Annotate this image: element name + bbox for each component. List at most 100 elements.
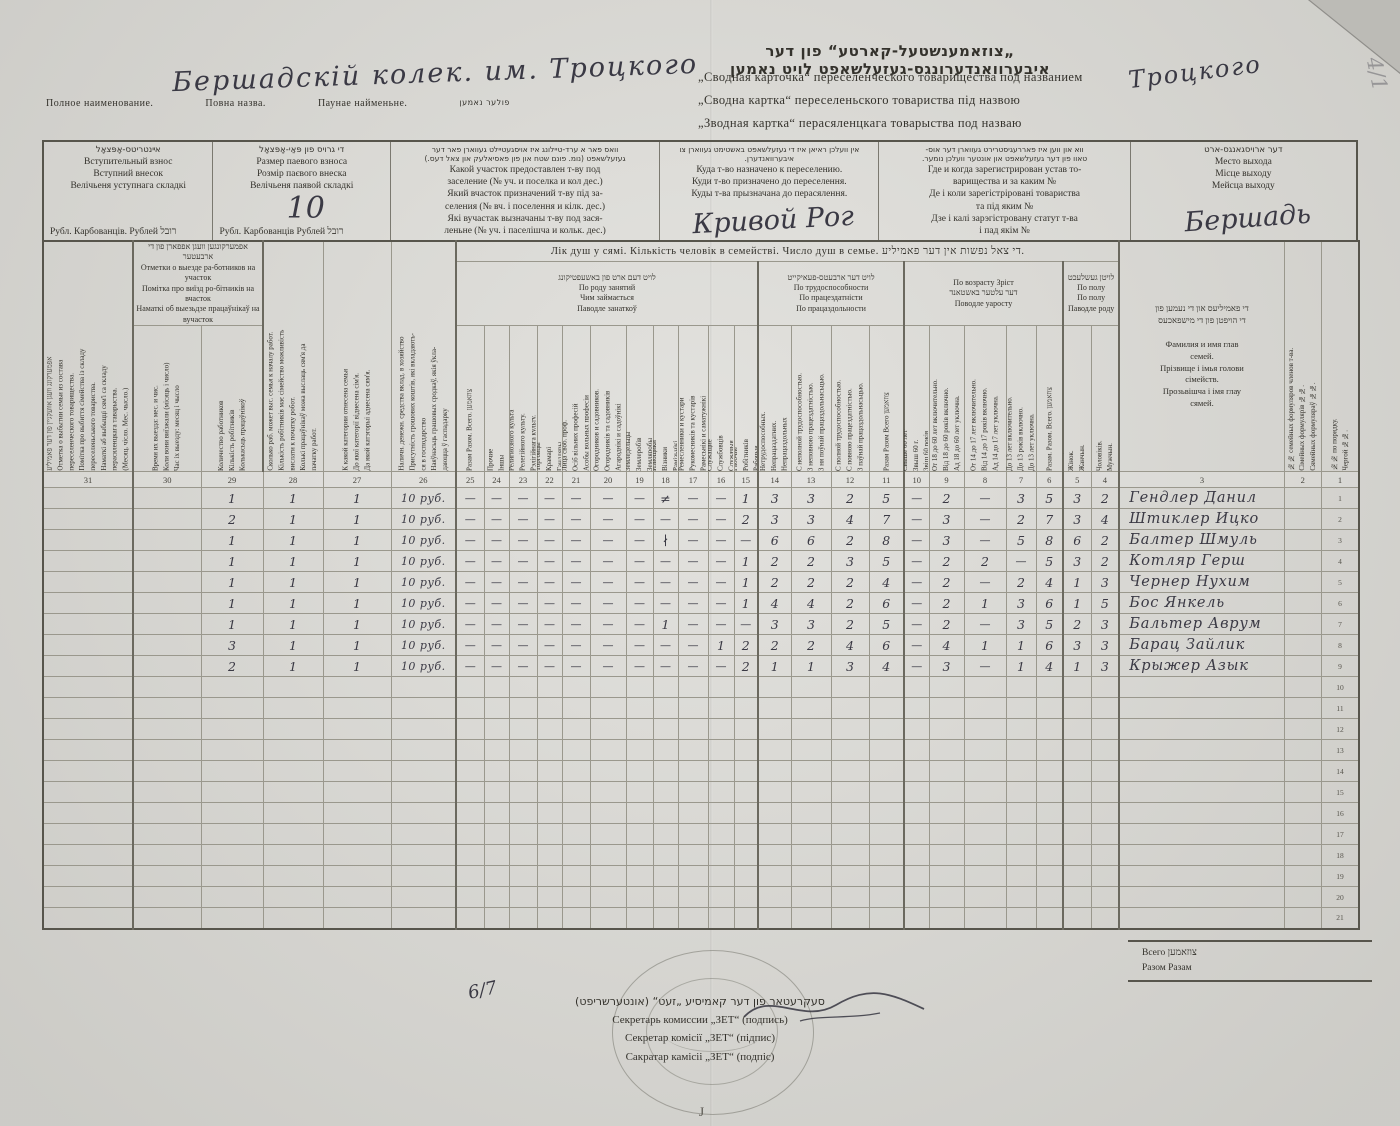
- cell-col-14: 3: [757, 508, 792, 531]
- row-number: 17: [1320, 823, 1360, 846]
- cell-col-21: —: [561, 550, 591, 573]
- cell-col-5: 3: [1062, 487, 1092, 510]
- cell-col-5: 1: [1062, 655, 1092, 678]
- cell-col-11: [868, 697, 905, 720]
- cell-col-15: 1: [733, 592, 759, 615]
- cell-col-4: [1090, 823, 1120, 846]
- cell-col-12: [830, 781, 870, 804]
- cell-col-11: 4: [868, 655, 905, 678]
- cell-col-4: [1090, 760, 1120, 783]
- col-header-31-departure-note: אפמערקונג וועגן אוועקגיין פון דער פאמילי…: [43, 241, 133, 472]
- col-header-20-gardeners: Огородников и садовников. Огородників та…: [590, 325, 627, 472]
- col-header-17-artisans: Ремесленники и кустари Рукомесників та к…: [678, 325, 709, 472]
- row-number: 1: [1320, 487, 1360, 510]
- cell-col-19: [625, 844, 654, 867]
- cell-col-6: 5: [1035, 613, 1064, 636]
- cell-col-25: [455, 886, 485, 909]
- cell-col-17: —: [677, 508, 709, 531]
- cell-col-4: [1090, 697, 1120, 720]
- cell-col-7: [1005, 907, 1037, 930]
- cell-col-13: 4: [790, 592, 832, 615]
- cell-col-26: [390, 739, 457, 762]
- cell-col-7: 3: [1005, 487, 1037, 510]
- cell-col-14: 1: [757, 655, 792, 678]
- page-mark: Ј: [699, 1104, 705, 1119]
- row-number: 14: [1320, 760, 1360, 783]
- cell-col-12: [830, 676, 870, 699]
- cell-col-21: —: [561, 529, 591, 552]
- cell-col-30: [132, 613, 202, 636]
- cell-col-31: [42, 907, 134, 930]
- cell-col-22: [536, 739, 563, 762]
- cell-col-6: 7: [1035, 508, 1064, 531]
- cell-col-22: [536, 697, 563, 720]
- cell-col-23: —: [508, 655, 538, 678]
- column-number-19: 19: [625, 471, 654, 489]
- cell-col-27: [322, 781, 392, 804]
- cell-col-21: —: [561, 613, 591, 636]
- col-header-10-over-60: Свыше 60 лет Звыш 60 г. Звіш 60 років: [904, 325, 930, 472]
- cell-col-9: 3: [928, 508, 965, 531]
- cell-col-28: [262, 844, 324, 867]
- column-number-1: 1: [1320, 471, 1360, 489]
- cell-col-20: —: [589, 655, 627, 678]
- col-header-2-form-numbers: №№ семейных формуляров членов т-ва. Сіме…: [1284, 241, 1322, 472]
- cell-col-23: —: [508, 634, 538, 657]
- col-header-19-farmers: Земледельцы Землеробів Земляробы: [626, 325, 654, 472]
- cell-col-20: [589, 865, 627, 888]
- table-row: 1 1 1 10 руб. — — — — — — — — — —1 4 4 2 6—2 1 3 6 1 5 Бос Янке…: [42, 592, 1360, 615]
- cell-col-20: [589, 781, 627, 804]
- cell-col-2: [1283, 718, 1322, 741]
- cell-col-20: [589, 697, 627, 720]
- cell-col-30: [132, 823, 202, 846]
- cell-col-5: 2: [1062, 613, 1092, 636]
- cell-col-19: —: [625, 592, 654, 615]
- cell-col-7: [1005, 676, 1037, 699]
- row-number: 16: [1320, 802, 1360, 825]
- cell-col-27: 1: [322, 571, 392, 594]
- cell-col-14: 2: [757, 571, 792, 594]
- cell-col-12: 3: [830, 655, 870, 678]
- cell-col-30: [132, 844, 202, 867]
- cell-col-10: —: [903, 571, 930, 594]
- cell-col-19: [625, 697, 654, 720]
- cell-col-2: [1283, 760, 1322, 783]
- cell-col-15: [733, 907, 759, 930]
- cell-col-13: [790, 844, 832, 867]
- cell-col-19: —: [625, 508, 654, 531]
- cell-family-name: Чернер Нухим: [1118, 571, 1285, 594]
- cell-col-13: [790, 865, 832, 888]
- cell-col-20: —: [589, 550, 627, 573]
- col-header-29-workers-count: Количество работников Кількість робітник…: [201, 325, 264, 472]
- cell-col-18: [652, 718, 679, 741]
- cell-col-25: [455, 676, 485, 699]
- cell-col-13: 3: [790, 508, 832, 531]
- cell-col-4: [1090, 844, 1120, 867]
- cell-family-name: Гендлер Данил: [1118, 487, 1285, 510]
- cell-col-7: 2: [1005, 508, 1037, 531]
- cell-col-31: [42, 823, 134, 846]
- cell-col-18: —: [652, 571, 679, 594]
- column-number-26: 26: [390, 471, 457, 489]
- cell-col-22: [536, 676, 563, 699]
- cell-col-24: [483, 802, 510, 825]
- column-number-29: 29: [200, 471, 264, 489]
- cell-col-5: 3: [1062, 550, 1092, 573]
- cell-col-21: [561, 781, 591, 804]
- cell-col-12: 2: [830, 613, 870, 636]
- cell-col-15: 1: [733, 487, 759, 510]
- cell-col-11: 7: [868, 508, 905, 531]
- cell-col-31: [42, 487, 134, 510]
- cell-col-31: [42, 571, 134, 594]
- cell-col-23: —: [508, 508, 538, 531]
- cell-col-25: —: [455, 529, 485, 552]
- totals-block: Всего צוזאמען Разом Разам: [1128, 940, 1372, 983]
- cell-col-22: —: [536, 571, 563, 594]
- cell-col-15: —: [733, 529, 759, 552]
- column-number-21: 21: [561, 471, 591, 489]
- cell-col-17: [677, 823, 709, 846]
- cell-col-10: [903, 802, 930, 825]
- cell-col-7: [1005, 802, 1037, 825]
- cell-col-27: [322, 697, 392, 720]
- cell-col-15: 2: [733, 634, 759, 657]
